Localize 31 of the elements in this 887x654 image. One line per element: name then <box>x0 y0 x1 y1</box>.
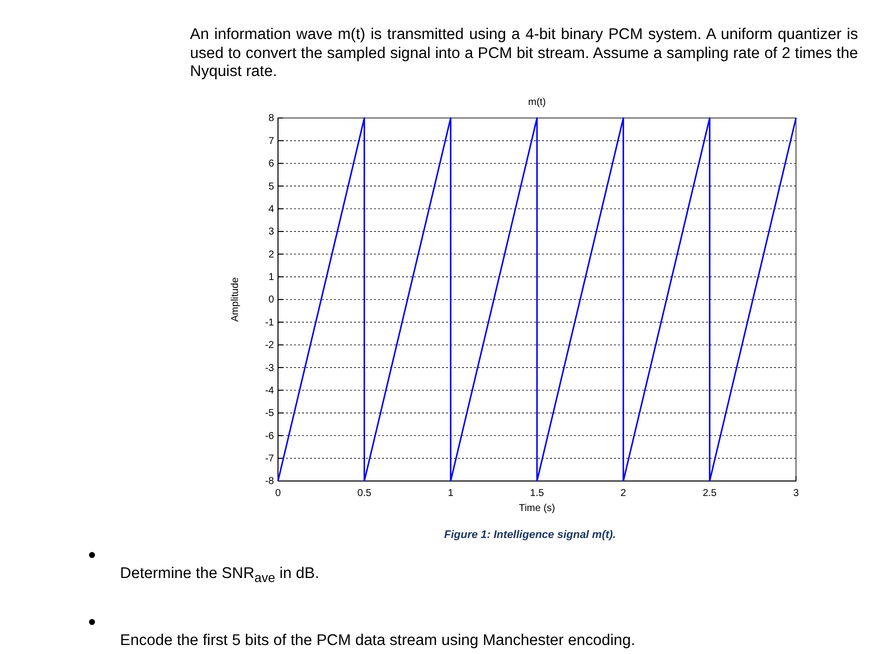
y-axis-title: Amplitude <box>230 276 241 322</box>
y-tick-label: 3 <box>268 226 274 238</box>
y-tick-label: 4 <box>268 204 274 215</box>
chart-title: m(t) <box>528 97 546 108</box>
y-tick-label: 2 <box>268 249 274 260</box>
y-tick-label: -5 <box>265 408 274 420</box>
y-tick-label: -7 <box>265 454 274 465</box>
y-tick-label: -2 <box>265 340 274 352</box>
text: Determine the SNR$_{ave}$ in dB. <box>120 565 320 586</box>
y-tick-label: -1 <box>265 317 274 328</box>
x-tick-label: 1 <box>448 488 454 499</box>
x-tick-label: 0.5 <box>357 488 372 499</box>
y-tick-label: 1 <box>268 272 274 284</box>
text: An information wave m(t) is transmitted using a 4-bit binary PCM system. A uniform quantizer is used to convert the sampled signal into a PCM bit stream. Assume a sampling rate of 2 times the Nyquist rate. <box>190 26 858 82</box>
y-tick-label: 0 <box>268 294 274 306</box>
y-tick-label: -3 <box>265 362 274 374</box>
y-tick-label: 5 <box>268 181 274 192</box>
x-tick-label: 2 <box>620 488 627 499</box>
x-tick-label: 2.5 <box>702 488 718 499</box>
y-tick-label: -4 <box>265 385 274 396</box>
y-tick-label: -8 <box>265 476 274 488</box>
caption: Figure 1: Intelligence signal m(t). <box>443 529 617 542</box>
x-axis-title: Time (s) <box>518 503 556 514</box>
y-tick-label: -6 <box>265 430 274 442</box>
x-tick-label: 3 <box>793 488 800 499</box>
x-tick-label: 1.5 <box>530 488 544 499</box>
text: Encode the first 5 bits of the PCM data stream using Manchester encoding. <box>120 632 636 651</box>
y-tick-label: 8 <box>268 113 274 124</box>
x-tick-label: 0 <box>275 488 282 499</box>
y-tick-label: 7 <box>268 136 274 147</box>
y-tick-label: 6 <box>268 158 274 170</box>
